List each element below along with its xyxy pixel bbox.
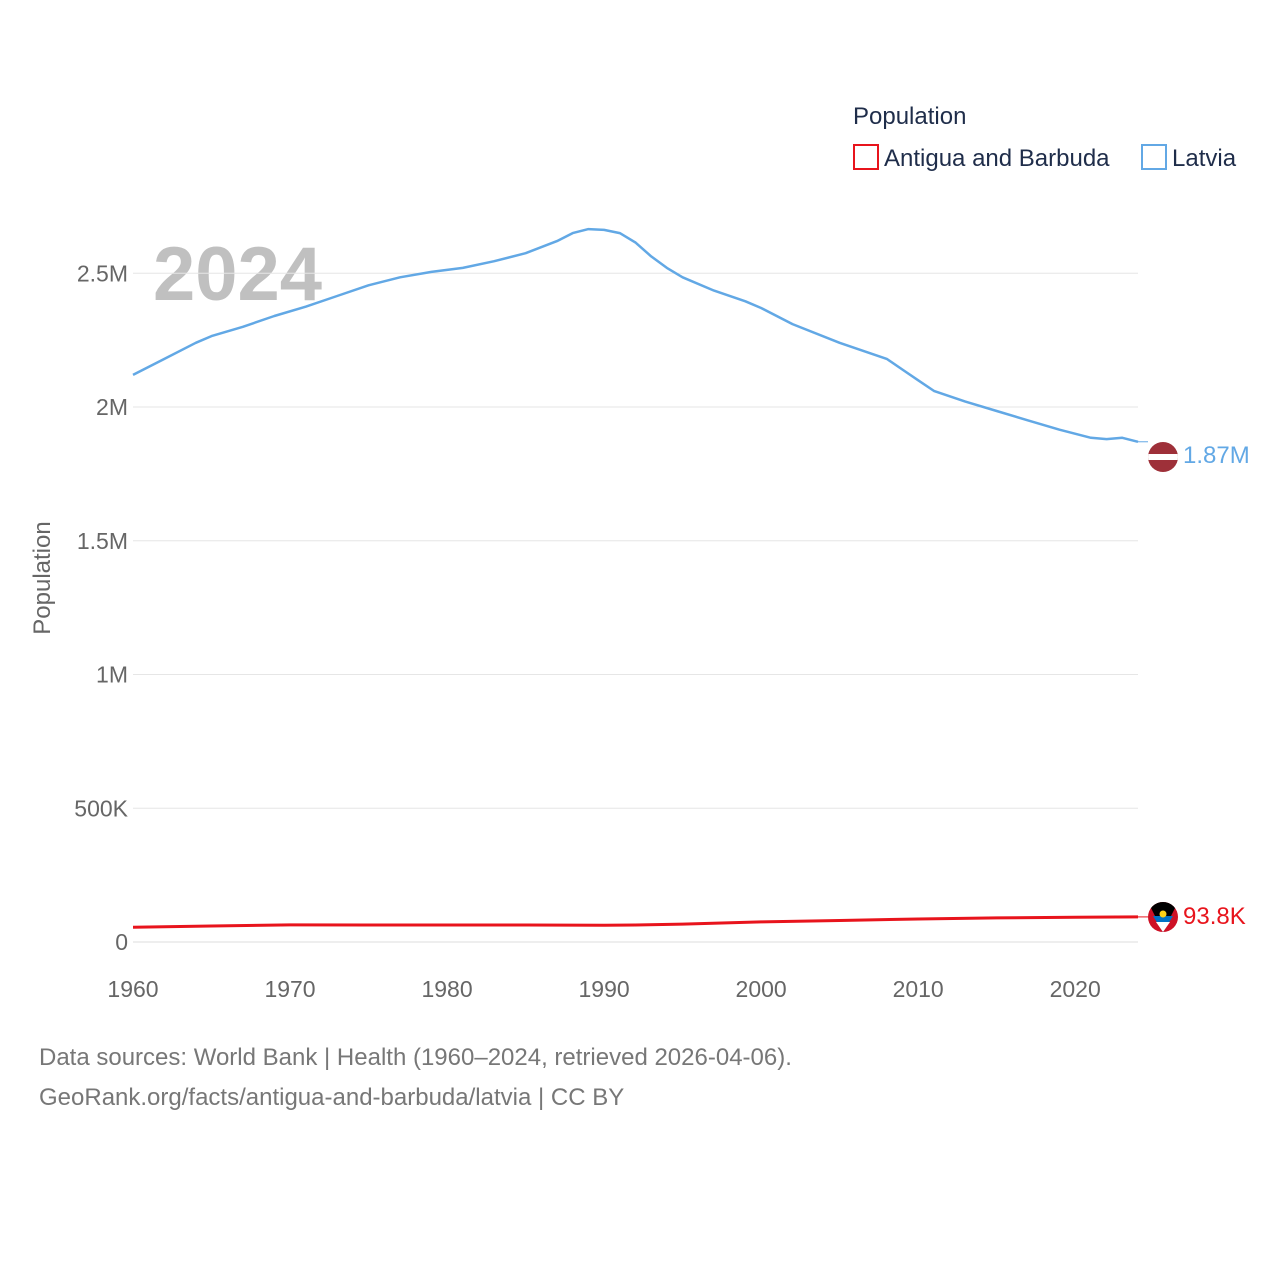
legend-swatch-antigua-and-barbuda — [853, 144, 879, 170]
x-tick-label: 2000 — [736, 976, 787, 1002]
antigua-and-barbuda-flag-icon — [1148, 902, 1178, 932]
y-tick-label: 1.5M — [77, 528, 128, 554]
legend-label-antigua-and-barbuda: Antigua and Barbuda — [884, 145, 1110, 172]
x-tick-label: 1980 — [421, 976, 472, 1002]
legend: Population Antigua and Barbuda Latvia — [853, 103, 1237, 172]
y-tick-label: 2M — [96, 394, 128, 420]
legend-item-latvia[interactable]: Latvia — [1141, 144, 1237, 172]
y-tick-label: 2.5M — [77, 260, 128, 286]
latvia-end-label: 1.87M — [1183, 442, 1250, 469]
legend-title: Population — [853, 103, 966, 130]
y-tick-label: 0 — [115, 929, 128, 955]
grid-lines — [133, 272, 1138, 943]
series-line-antigua-and-barbuda[interactable] — [132, 915, 1139, 929]
legend-swatch-latvia — [1141, 144, 1167, 170]
x-tick-label: 1990 — [579, 976, 630, 1002]
y-tick-label: 1M — [96, 662, 128, 688]
footer-attribution[interactable]: GeoRank.org/facts/antigua-and-barbuda/la… — [39, 1084, 625, 1111]
legend-item-antigua-and-barbuda[interactable]: Antigua and Barbuda — [853, 144, 1110, 172]
x-axis-ticks: 1960 1970 1980 1990 2000 2010 2020 — [107, 976, 1100, 1002]
x-tick-label: 1970 — [264, 976, 315, 1002]
y-axis-ticks: 0 500K 1M 1.5M 2M 2.5M — [74, 260, 128, 955]
antigua-and-barbuda-end-label: 93.8K — [1183, 903, 1246, 930]
legend-label-latvia: Latvia — [1172, 145, 1237, 172]
series-lines — [132, 227, 1148, 929]
x-tick-label: 1960 — [107, 976, 158, 1002]
x-tick-label: 2020 — [1050, 976, 1101, 1002]
y-tick-label: 500K — [74, 795, 128, 821]
series-line-latvia[interactable] — [132, 227, 1139, 444]
year-overlay: 2024 — [153, 232, 322, 317]
y-axis-title: Population — [29, 521, 56, 634]
x-tick-label: 2010 — [893, 976, 944, 1002]
latvia-flag-icon — [1148, 442, 1178, 472]
footer-data-sources: Data sources: World Bank | Health (1960–… — [39, 1044, 792, 1071]
